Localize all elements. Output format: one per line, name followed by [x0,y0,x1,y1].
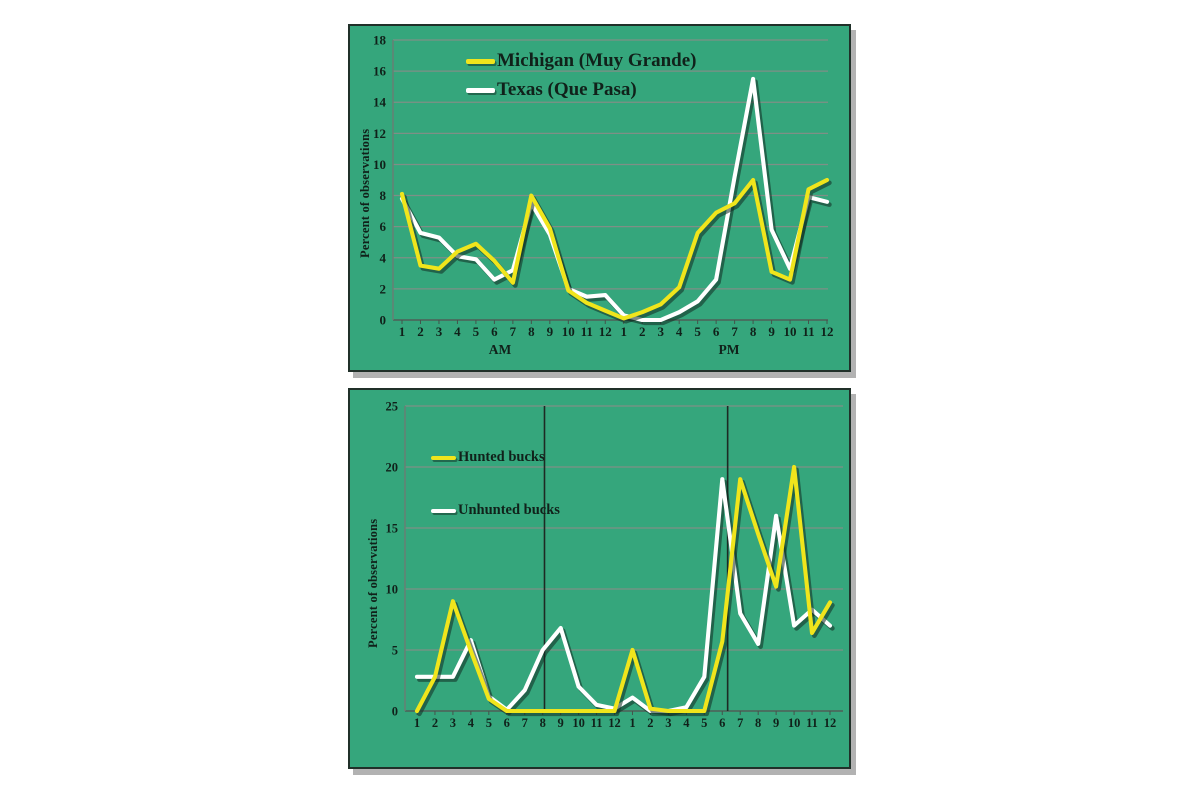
x-tick-label: 8 [750,324,757,339]
x-tick-label: 12 [824,716,837,730]
x-tick-label: 7 [731,324,738,339]
y-tick-label: 20 [386,461,399,475]
x-tick-label: 1 [629,716,635,730]
chart-panel-hourly-by-state: Percent of observations 0 2 4 6 8 10 12 14 16 18 1… [348,24,851,372]
series-line-hunted-bucks [414,464,833,714]
y-tick-label: 2 [380,281,387,296]
series-line-shadow [402,79,832,326]
x-tick-label: 9 [547,324,554,339]
y-tick-label: 14 [373,95,387,110]
x-tick-label: 6 [719,716,725,730]
x-tick-label: 7 [510,324,517,339]
x-tick-label: 10 [572,716,585,730]
x-tick-label: 4 [468,716,475,730]
y-tick-label: 18 [373,33,387,48]
legend-label: Texas (Que Pasa) [497,79,637,100]
legend-item-michigan: Michigan (Muy Grande) [466,50,697,72]
y-tick-label: 12 [373,126,386,141]
x-tick-label: 10 [784,324,797,339]
y-tick-label: 0 [392,705,398,719]
legend-line-sample-yellow [466,58,495,64]
x-tick-label: 8 [755,716,761,730]
x-tick-label: 3 [657,324,664,339]
x-tick-label: 11 [581,324,593,339]
legend-item-hunted: Hunted bucks [431,449,545,466]
x-tick-label: 11 [591,716,603,730]
series-line-michigan-muy-grande- [399,177,830,321]
x-tick-label: 8 [540,716,546,730]
x-axis-sublabel-pm: PM [718,342,740,357]
x-tick-label: 4 [454,324,461,339]
x-tick-label: 3 [665,716,671,730]
legend-item-texas: Texas (Que Pasa) [466,79,637,101]
x-tick-label: 2 [639,324,646,339]
x-axis-sublabel-am: AM [488,342,512,357]
y-tick-label: 16 [373,64,387,79]
legend-line-sample-white [466,87,495,93]
x-tick-label: 5 [701,716,707,730]
x-tick-label: 5 [694,324,701,339]
x-tick-label: 1 [620,324,627,339]
y-tick-label: 5 [392,644,398,658]
x-tick-label: 2 [432,716,438,730]
x-tick-label: 7 [737,716,743,730]
y-tick-label: 10 [386,583,399,597]
x-tick-label: 12 [599,324,612,339]
y-tick-label: 0 [380,313,387,328]
x-tick-label: 6 [713,324,720,339]
x-tick-label: 9 [558,716,564,730]
x-tick-label: 1 [399,324,406,339]
x-tick-label: 5 [486,716,492,730]
x-tick-label: 1 [414,716,420,730]
x-tick-label: 11 [802,324,814,339]
x-tick-label: 3 [450,716,456,730]
x-tick-label: 5 [473,324,480,339]
x-tick-label: 8 [528,324,535,339]
x-tick-label: 3 [436,324,443,339]
legend-label: Unhunted bucks [458,502,560,518]
x-tick-label: 7 [522,716,528,730]
legend-label: Michigan (Muy Grande) [497,50,697,71]
y-tick-label: 4 [380,250,387,265]
x-tick-label: 12 [821,324,834,339]
series-line-texas-que-pasa- [399,76,830,323]
x-tick-label: 2 [417,324,424,339]
chart-panel-hunted-vs-unhunted: Percent of observations 0 5 10 15 20 25 1 2 3 4 5 6… [348,388,851,769]
y-tick-label: 6 [380,219,387,234]
x-tick-label: 4 [683,716,690,730]
x-tick-label: 6 [504,716,510,730]
y-tick-label: 25 [386,400,399,414]
x-tick-label: 2 [647,716,653,730]
x-tick-label: 11 [806,716,818,730]
legend-item-unhunted: Unhunted bucks [431,502,560,519]
y-tick-label: 10 [373,157,386,172]
x-tick-label: 6 [491,324,498,339]
x-tick-label: 9 [773,716,779,730]
x-tick-label: 10 [562,324,575,339]
y-tick-label: 8 [380,188,387,203]
legend-line-sample-white [431,508,456,513]
legend-label: Hunted bucks [458,449,545,465]
x-tick-label: 9 [768,324,775,339]
x-tick-label: 10 [788,716,801,730]
x-tick-label: 4 [676,324,683,339]
legend-line-sample-yellow [431,455,456,460]
x-tick-label: 12 [608,716,621,730]
y-tick-label: 15 [386,522,399,536]
